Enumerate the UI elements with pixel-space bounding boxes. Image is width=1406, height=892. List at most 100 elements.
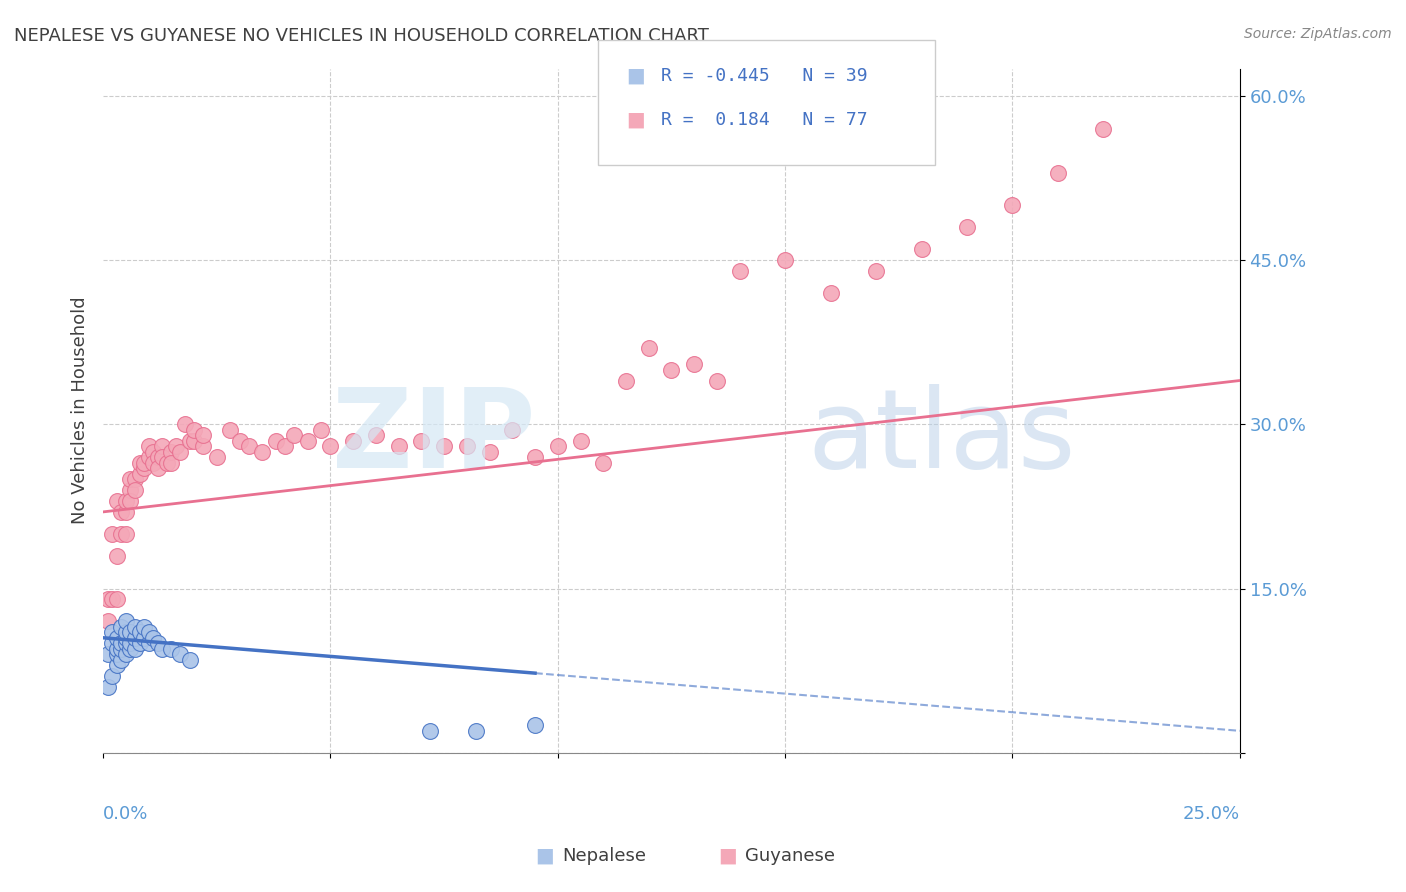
Point [1046,165,1069,179]
Point [138,625,160,640]
Point [115,615,138,629]
Point [124,641,146,656]
Point [132,456,155,470]
Point [524,718,547,732]
Point [160,444,183,458]
Point [219,423,242,437]
Point [97,592,120,607]
Point [115,647,138,661]
Point [110,620,132,634]
Point [252,444,274,458]
Point [146,450,169,465]
Point [105,641,128,656]
Text: 25.0%: 25.0% [1182,805,1240,823]
Point [105,658,128,673]
Point [142,444,165,458]
Point [146,636,169,650]
Point [120,483,142,497]
Point [156,456,179,470]
Point [138,439,160,453]
Point [274,439,297,453]
Point [150,450,173,465]
Point [191,428,214,442]
Point [120,625,142,640]
Point [342,434,364,448]
Point [706,374,728,388]
Point [319,439,342,453]
Point [169,647,191,661]
Point [569,434,592,448]
Point [228,434,250,448]
Point [456,439,478,453]
Point [110,505,132,519]
Point [150,439,173,453]
Point [115,636,138,650]
Text: ▪: ▪ [717,842,738,871]
Point [661,362,683,376]
Point [115,505,138,519]
Text: ▪: ▪ [626,106,647,135]
Point [101,636,124,650]
Point [101,592,124,607]
Point [547,439,569,453]
Point [433,439,456,453]
Point [97,615,120,629]
Point [683,357,706,371]
Point [264,434,287,448]
Point [115,494,138,508]
Point [120,494,142,508]
Point [183,434,205,448]
Point [388,439,411,453]
Point [501,423,523,437]
Point [773,253,796,268]
Point [120,641,142,656]
Point [124,483,146,497]
Point [115,526,138,541]
Point [160,456,183,470]
Point [411,434,433,448]
Point [110,641,132,656]
Point [283,428,305,442]
Point [142,456,165,470]
Point [105,549,128,563]
Point [956,220,979,235]
Point [101,669,124,683]
Point [614,374,637,388]
Point [128,636,150,650]
Y-axis label: No Vehicles in Household: No Vehicles in Household [72,297,89,524]
Point [910,242,932,256]
Text: R = -0.445   N = 39: R = -0.445 N = 39 [661,67,868,85]
Point [865,264,887,278]
Point [128,625,150,640]
Point [142,631,165,645]
Point [105,592,128,607]
Point [138,636,160,650]
Text: Guyanese: Guyanese [745,847,835,865]
Point [132,620,155,634]
Point [179,653,201,667]
Point [160,641,183,656]
Point [105,494,128,508]
Text: ZIP: ZIP [332,384,536,491]
Text: ▪: ▪ [534,842,555,871]
Text: Nepalese: Nepalese [562,847,647,865]
Point [101,526,124,541]
Point [97,680,120,694]
Point [105,631,128,645]
Text: NEPALESE VS GUYANESE NO VEHICLES IN HOUSEHOLD CORRELATION CHART: NEPALESE VS GUYANESE NO VEHICLES IN HOUS… [14,27,709,45]
Point [132,631,155,645]
Point [146,461,169,475]
Point [120,472,142,486]
Point [1001,198,1024,212]
Text: R =  0.184   N = 77: R = 0.184 N = 77 [661,112,868,129]
Point [165,439,187,453]
Point [524,450,547,465]
Point [592,456,614,470]
Point [465,723,488,738]
Point [124,472,146,486]
Point [150,641,173,656]
Text: ▪: ▪ [626,62,647,90]
Point [101,625,124,640]
Point [478,444,501,458]
Point [97,647,120,661]
